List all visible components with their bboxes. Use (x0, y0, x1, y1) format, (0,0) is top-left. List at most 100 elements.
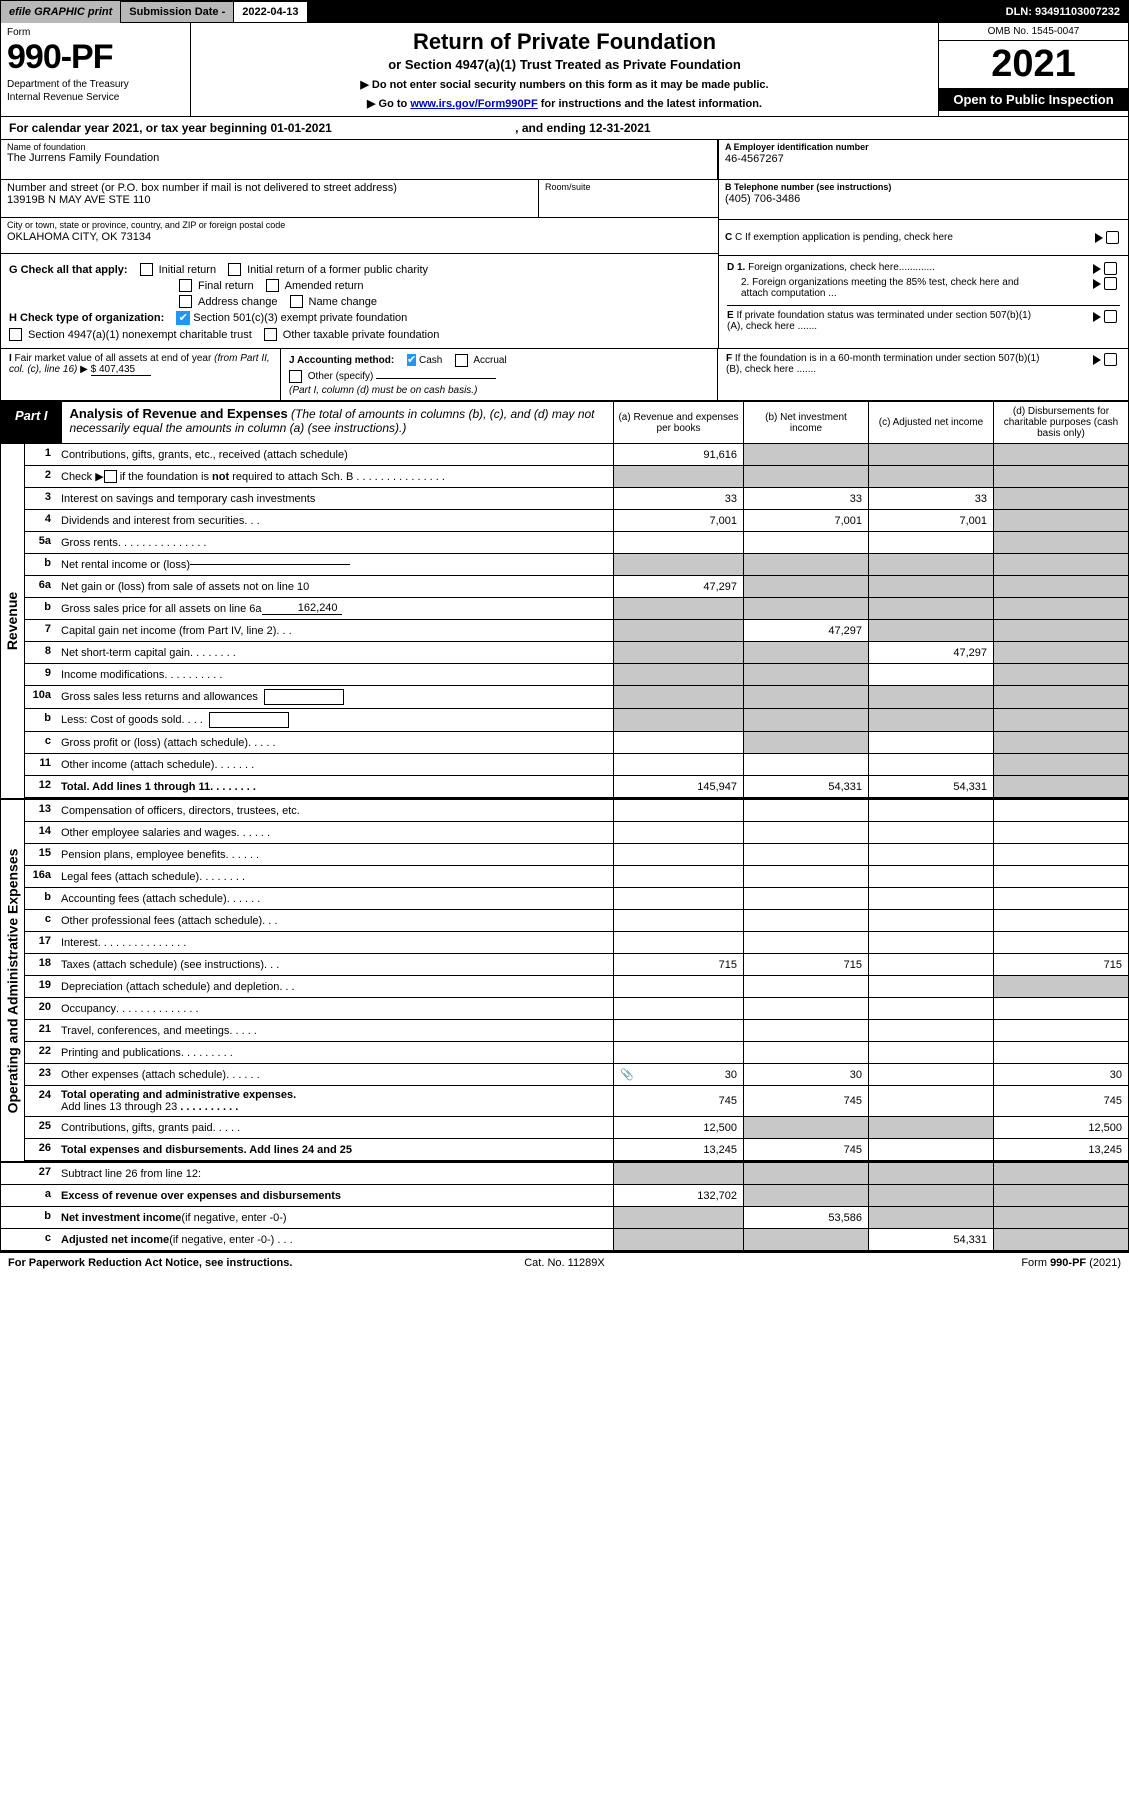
e-checkbox[interactable] (1104, 310, 1117, 323)
part1-title: Analysis of Revenue and Expenses (The to… (62, 402, 613, 443)
g1-label: Initial return (159, 264, 216, 276)
d1-label: D 1. Foreign organizations, check here..… (727, 262, 935, 275)
arrow-icon (1095, 233, 1103, 243)
j-cash-label: Cash (419, 355, 442, 366)
row-12-desc: Total. Add lines 1 through 11 . . . . . … (57, 776, 613, 797)
efile-print-button[interactable]: efile GRAPHIC print (1, 1, 120, 23)
f-label: F If the foundation is in a 60-month ter… (726, 353, 1046, 375)
room-suite-label: Room/suite (538, 180, 718, 217)
foundation-name: The Jurrens Family Foundation (7, 152, 711, 164)
row-21-desc: Travel, conferences, and meetings . . . … (57, 1020, 613, 1041)
row-26-desc: Total expenses and disbursements. Add li… (57, 1139, 613, 1160)
h-label: H Check type of organization: (9, 312, 164, 324)
calendar-year-row: For calendar year 2021, or tax year begi… (1, 117, 1128, 140)
irs-link[interactable]: www.irs.gov/Form990PF (410, 98, 537, 110)
h2-checkbox[interactable] (9, 328, 22, 341)
col-d-header: (d) Disbursements for charitable purpose… (993, 402, 1128, 443)
j-accrual-checkbox[interactable] (455, 354, 468, 367)
h3-checkbox[interactable] (264, 328, 277, 341)
row-27b-desc: Net investment income (if negative, ente… (57, 1207, 613, 1228)
h3-label: Other taxable private foundation (283, 329, 440, 341)
row-13-desc: Compensation of officers, directors, tru… (57, 800, 613, 821)
ein-value: 46-4567267 (725, 153, 1122, 165)
attachment-icon[interactable]: 📎 (620, 1068, 634, 1081)
row-6b-desc: Gross sales price for all assets on line… (57, 598, 613, 619)
dept-treasury: Department of the Treasury (7, 79, 184, 90)
info-section: Name of foundation The Jurrens Family Fo… (1, 140, 1128, 256)
revenue-section: Revenue 1Contributions, gifts, grants, e… (1, 444, 1128, 798)
g6-label: Name change (309, 296, 378, 308)
g6-checkbox[interactable] (290, 295, 303, 308)
footer-left: For Paperwork Reduction Act Notice, see … (8, 1257, 379, 1269)
phone-value: (405) 706-3486 (725, 193, 1122, 205)
j-cash-checkbox[interactable]: ✔ (407, 354, 416, 366)
instruction-ssn: ▶ Do not enter social security numbers o… (201, 78, 928, 91)
row-10c-desc: Gross profit or (loss) (attach schedule)… (57, 732, 613, 753)
phone-label: B Telephone number (see instructions) (725, 182, 1122, 192)
h1-checkbox-checked[interactable]: ✔ (176, 311, 190, 325)
d1-checkbox[interactable] (1104, 262, 1117, 275)
row-17-desc: Interest . . . . . . . . . . . . . . . (57, 932, 613, 953)
arrow-icon (1093, 312, 1101, 322)
g2-label: Initial return of a former public charit… (247, 264, 428, 276)
row-4-desc: Dividends and interest from securities .… (57, 510, 613, 531)
row-2-desc: Check ▶ if the foundation is not require… (57, 466, 613, 487)
dln-value: DLN: 93491103007232 (998, 1, 1128, 23)
submission-date-label: Submission Date - (120, 1, 234, 23)
row-8-desc: Net short-term capital gain . . . . . . … (57, 642, 613, 663)
row-27-desc: Subtract line 26 from line 12: (57, 1163, 613, 1184)
j-accrual-label: Accrual (473, 355, 506, 366)
footer: For Paperwork Reduction Act Notice, see … (0, 1252, 1129, 1273)
f-checkbox[interactable] (1104, 353, 1117, 366)
row-10a-desc: Gross sales less returns and allowances (57, 686, 613, 708)
dept-irs: Internal Revenue Service (7, 92, 184, 103)
g1-checkbox[interactable] (140, 263, 153, 276)
tax-year: 2021 (939, 41, 1128, 88)
g-h-checks-row: G Check all that apply: Initial return I… (1, 256, 1128, 349)
footer-right: Form 990-PF (2021) (750, 1257, 1121, 1269)
row-1-desc: Contributions, gifts, grants, etc., rece… (57, 444, 613, 465)
row-14-desc: Other employee salaries and wages . . . … (57, 822, 613, 843)
row-22-desc: Printing and publications . . . . . . . … (57, 1042, 613, 1063)
g5-checkbox[interactable] (179, 295, 192, 308)
row-10b-desc: Less: Cost of goods sold . . . . (57, 709, 613, 731)
part1-header: Part I Analysis of Revenue and Expenses … (1, 402, 1128, 444)
footer-center: Cat. No. 11289X (379, 1257, 750, 1269)
arrow-icon (1093, 264, 1101, 274)
g4-checkbox[interactable] (266, 279, 279, 292)
form-number: 990-PF (7, 38, 184, 77)
foundation-name-label: Name of foundation (7, 142, 711, 152)
row-24-desc: Total operating and administrative expen… (57, 1086, 613, 1116)
row-7-desc: Capital gain net income (from Part IV, l… (57, 620, 613, 641)
row-27c-desc: Adjusted net income (if negative, enter … (57, 1229, 613, 1250)
row-19-desc: Depreciation (attach schedule) and deple… (57, 976, 613, 997)
form-label: Form (7, 27, 184, 38)
city-value: OKLAHOMA CITY, OK 73134 (7, 231, 712, 243)
c-checkbox[interactable] (1106, 231, 1119, 244)
submission-date-value: 2022-04-13 (234, 1, 306, 23)
row-20-desc: Occupancy . . . . . . . . . . . . . . (57, 998, 613, 1019)
open-public-badge: Open to Public Inspection (939, 88, 1128, 111)
row-5a-desc: Gross rents . . . . . . . . . . . . . . … (57, 532, 613, 553)
row-15-desc: Pension plans, employee benefits . . . .… (57, 844, 613, 865)
row-23-a: 📎30 (613, 1064, 743, 1085)
j-other-checkbox[interactable] (289, 370, 302, 383)
form-container: efile GRAPHIC print Submission Date - 20… (0, 0, 1129, 1252)
g3-checkbox[interactable] (179, 279, 192, 292)
row-18-desc: Taxes (attach schedule) (see instruction… (57, 954, 613, 975)
topbar: efile GRAPHIC print Submission Date - 20… (1, 1, 1128, 23)
c-exemption-label: C C If exemption application is pending,… (725, 232, 953, 243)
arrow-icon (1093, 279, 1101, 289)
row-9-desc: Income modifications . . . . . . . . . . (57, 664, 613, 685)
h1-label: Section 501(c)(3) exempt private foundat… (193, 312, 407, 324)
g2-checkbox[interactable] (228, 263, 241, 276)
address-label: Number and street (or P.O. box number if… (7, 182, 532, 194)
g4-label: Amended return (285, 280, 364, 292)
ein-label: A Employer identification number (725, 142, 869, 152)
i-value: $ 407,435 (91, 364, 151, 376)
row-23-desc: Other expenses (attach schedule) . . . .… (57, 1064, 613, 1085)
schb-checkbox[interactable] (104, 470, 117, 483)
row-16b-desc: Accounting fees (attach schedule) . . . … (57, 888, 613, 909)
j-note: (Part I, column (d) must be on cash basi… (289, 385, 709, 396)
d2-checkbox[interactable] (1104, 277, 1117, 290)
